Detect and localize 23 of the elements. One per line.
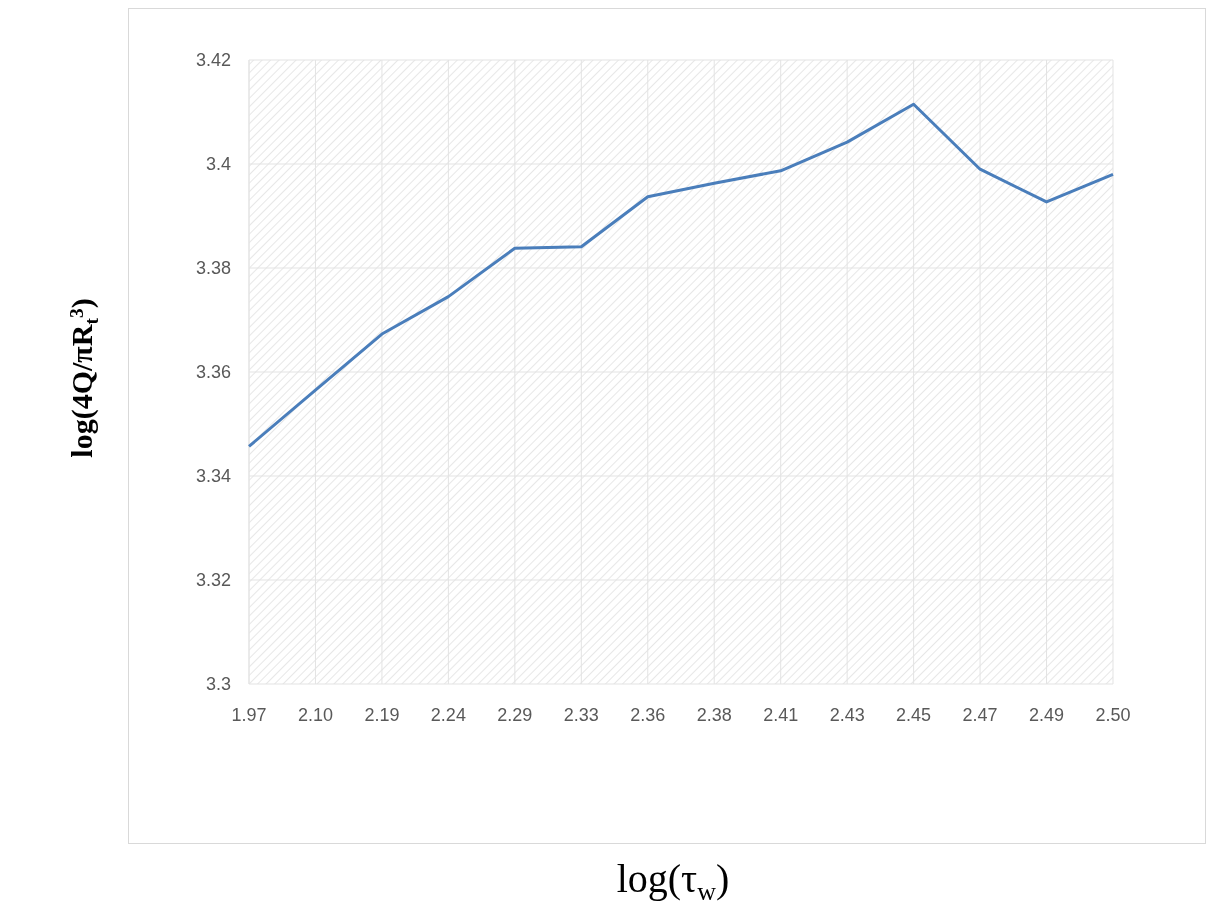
y-tick-label: 3.34 — [195, 466, 231, 487]
x-axis-title: log(τ$_{w}$) — [616, 856, 730, 906]
y-tick-label: 3.38 — [195, 258, 231, 279]
x-tick-label: 2.10 — [297, 704, 333, 725]
x-tick-label: 2.29 — [497, 704, 533, 725]
x-tick-label: 2.43 — [829, 704, 865, 725]
x-tick-label: 2.19 — [364, 704, 400, 725]
y-tick-label: 3.4 — [205, 154, 231, 175]
x-tick-label: 2.49 — [1029, 704, 1065, 725]
y-tick-label: 3.36 — [195, 362, 231, 383]
x-tick-label: 2.38 — [696, 704, 732, 725]
x-tick-label: 2.33 — [563, 704, 599, 725]
x-tick-label: 2.41 — [763, 704, 799, 725]
y-tick-label: 3.32 — [195, 570, 231, 591]
x-tick-label: 1.97 — [231, 704, 267, 725]
x-tick-label: 2.45 — [896, 704, 932, 725]
x-tick-label: 2.50 — [1095, 704, 1131, 725]
x-tick-label: 2.24 — [430, 704, 466, 725]
y-tick-label: 3.3 — [205, 674, 231, 695]
x-tick-label: 2.47 — [962, 704, 998, 725]
line-series — [247, 102, 1115, 448]
x-tick-label: 2.36 — [630, 704, 666, 725]
y-tick-label: 3.42 — [195, 50, 231, 71]
